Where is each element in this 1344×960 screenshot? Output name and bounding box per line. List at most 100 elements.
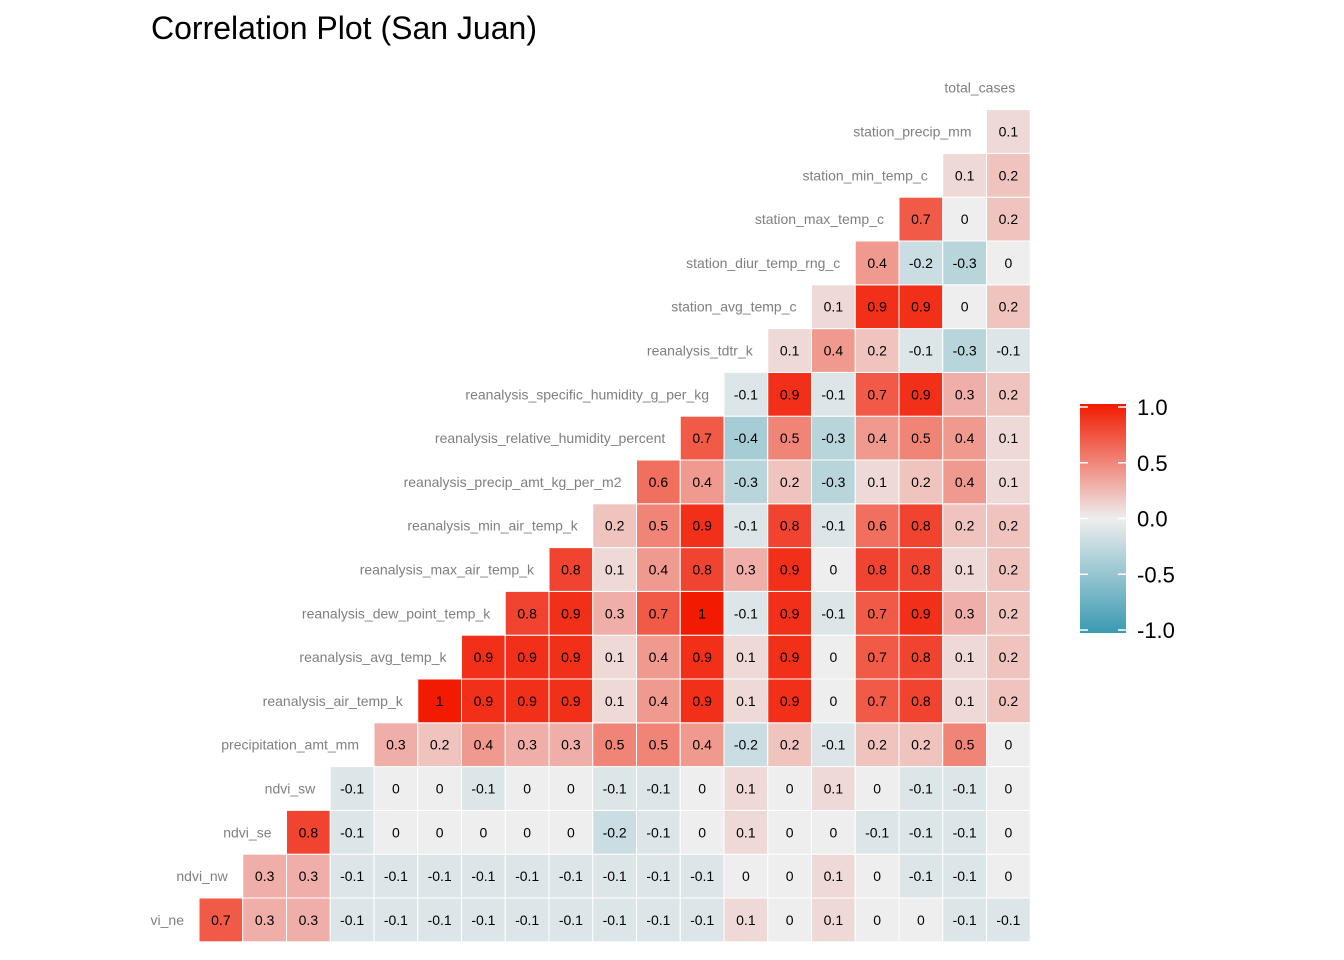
variable-label: total_cases [944,80,1015,96]
heatmap-cell [636,503,681,549]
cell-value-label: 0 [742,868,750,884]
heatmap-cell [417,722,462,768]
cell-value-label: -0.1 [996,912,1020,928]
heatmap-cell [898,503,944,549]
heatmap-cell [986,766,1031,811]
cell-value-label: -0.1 [515,868,539,884]
cell-value-label: -0.1 [646,912,670,928]
cell-value-label: 0.8 [911,649,931,665]
cell-value-label: 0.2 [999,299,1019,315]
cell-value-label: 0.2 [999,167,1019,183]
heatmap-cell [329,897,375,943]
cell-value-label: 0.2 [999,518,1019,534]
cell-value-label: 0 [829,824,837,840]
cell-value-label: 0.8 [780,518,800,534]
cell-value-label: 0 [917,912,925,928]
heatmap-cell [986,415,1031,461]
cell-value-label: 0 [567,824,575,840]
variable-label: station_avg_temp_c [671,299,796,315]
cell-value-label: -0.1 [340,912,364,928]
heatmap-cell [373,766,419,811]
variable-label: reanalysis_tdtr_k [647,343,754,359]
heatmap-cell [898,547,944,592]
cell-value-label: 0.1 [736,649,756,665]
cell-value-label: 0.2 [867,737,887,753]
cell-value-label: 0 [961,211,969,227]
heatmap-cell [592,503,637,549]
cell-value-label: -0.1 [734,386,758,402]
cell-value-label: 0.4 [824,343,844,359]
heatmap-cell [986,109,1031,154]
legend-tick-label: 0.0 [1137,507,1168,532]
cell-value-label: 0.4 [692,474,712,490]
cell-value-label: 0.3 [955,605,975,621]
cell-value-label: 0.2 [999,211,1019,227]
cell-value-label: 0 [523,781,531,797]
cell-value-label: 0.2 [911,474,931,490]
heatmap-cell [811,722,856,768]
cell-value-label: 0.1 [824,868,844,884]
variable-label: reanalysis_min_air_temp_k [407,518,578,534]
cell-value-label: 0.4 [867,430,887,446]
heatmap-cell [811,766,856,811]
heatmap-cell [417,853,462,899]
cell-value-label: 0.9 [692,649,712,665]
cell-value-label: 0.4 [955,474,975,490]
heatmap-cell [636,853,681,899]
cell-value-label: -0.1 [953,824,977,840]
heatmap-cell [898,459,944,505]
heatmap-cell [767,678,812,724]
heatmap-cell [811,634,856,680]
heatmap-cell [854,678,900,724]
cell-value-label: -0.1 [953,781,977,797]
heatmap-cell [373,897,419,943]
cell-value-label: 0 [392,781,400,797]
cell-value-label: -0.1 [340,824,364,840]
cell-value-label: 0.8 [517,605,537,621]
cell-value-label: 0.2 [780,737,800,753]
variable-label: reanalysis_max_air_temp_k [360,562,535,578]
cell-value-label: -0.1 [865,824,889,840]
cell-value-label: -0.1 [471,781,495,797]
heatmap-cell [548,809,594,855]
cell-value-label: -0.1 [340,868,364,884]
cell-value-label: 0.3 [561,737,581,753]
legend-tick-label: -0.5 [1137,562,1175,587]
heatmap-cell [811,897,856,943]
cell-value-label: 0.7 [911,211,931,227]
variable-label: reanalysis_air_temp_k [263,693,404,709]
heatmap-cell [942,503,987,549]
cell-value-label: -0.1 [821,737,845,753]
heatmap-cell [504,809,550,855]
cell-value-label: 0.2 [999,605,1019,621]
heatmap-cell [942,547,987,592]
heatmap-cell [942,328,987,373]
cell-value-label: 0.7 [867,605,887,621]
heatmap-cell [592,766,637,811]
heatmap-cell [636,459,681,505]
cell-value-label: -0.1 [471,912,495,928]
heatmap-cell [329,766,375,811]
cell-value-label: 0 [567,781,575,797]
cell-value-label: 0.1 [955,167,975,183]
color-legend: 1.0 0.5 0.0 -0.5 -1.0 [1080,395,1175,643]
cell-value-label: 0 [523,824,531,840]
variable-label: ndvi_sw [265,781,316,797]
cell-value-label: 0.5 [649,518,669,534]
heatmap-cell [811,853,856,899]
cell-value-label: 0 [1004,824,1012,840]
cell-value-label: 0.9 [780,693,800,709]
cell-value-label: 0.3 [299,912,319,928]
heatmap-cell [986,547,1031,592]
cell-value-label: 0.5 [911,430,931,446]
heatmap-cell [767,503,812,549]
cell-value-label: 0.5 [605,737,625,753]
cell-value-label: 0.2 [780,474,800,490]
legend-tick-label: -1.0 [1137,618,1175,643]
heatmap-cell [329,853,375,899]
heatmap-cell [417,897,462,943]
cell-value-label: -0.1 [428,868,452,884]
heatmap-cell [854,590,900,636]
cell-value-label: 0 [786,781,794,797]
cell-value-label: 0.8 [692,562,712,578]
